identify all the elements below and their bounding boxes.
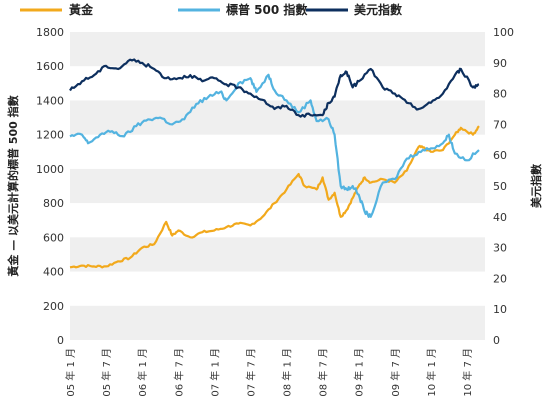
- series-line: [69, 125, 480, 269]
- grid-bands: [70, 32, 485, 340]
- y-left-tick-label: 1600: [36, 60, 64, 73]
- legend-item-gold: 黃金: [20, 2, 94, 17]
- y-right-axis: 0 10 20 30 40 50 60 70 80 90 100: [493, 26, 514, 347]
- y-right-tick-label: 60: [493, 149, 507, 162]
- y-right-tick-label: 40: [493, 211, 507, 224]
- legend-item-usd-index: 美元指數: [306, 2, 402, 17]
- y-right-tick-label: 0: [493, 334, 500, 347]
- legend-label-gold: 黃金: [68, 2, 94, 17]
- y-right-tick-label: 70: [493, 118, 507, 131]
- y-left-tick-label: 0: [57, 334, 64, 347]
- legend-label-sp500: 標普 500 指數: [226, 2, 307, 17]
- x-tick-label: 07 年 1 月: [208, 348, 221, 397]
- x-tick-label: 08 年 7 月: [317, 348, 330, 397]
- series-line: [69, 58, 480, 118]
- y-right-axis-title: 美元指數: [529, 164, 543, 208]
- y-left-tick-label: 1000: [36, 163, 64, 176]
- y-left-axis-title: 黃金 — 以美元計算的標普 500 指數: [6, 95, 20, 277]
- y-left-tick-label: 1200: [36, 129, 64, 142]
- x-tick-label: 05 年 1 月: [64, 348, 77, 397]
- x-tick-label: 05 年 7 月: [100, 348, 113, 397]
- y-right-tick-label: 50: [493, 180, 507, 193]
- x-tick-label: 09 年 1 月: [353, 348, 366, 397]
- series-lines: [69, 58, 480, 269]
- x-tick-label: 07 年 7 月: [244, 348, 257, 397]
- y-left-tick-label: 800: [43, 197, 64, 210]
- x-tick-label: 08 年 1 月: [281, 348, 294, 397]
- y-left-tick-label: 200: [43, 300, 64, 313]
- grid-band: [70, 168, 485, 204]
- series-line: [69, 73, 480, 218]
- y-left-axis: 0 200 400 600 800 1000 1200 1400 1600 1800: [36, 26, 64, 347]
- legend-item-sp500: 標普 500 指數: [178, 2, 307, 17]
- y-right-tick-label: 80: [493, 88, 507, 101]
- y-right-tick-label: 20: [493, 272, 507, 285]
- legend-label-usd-index: 美元指數: [354, 2, 402, 17]
- y-right-tick-label: 90: [493, 57, 507, 70]
- y-left-tick-label: 1400: [36, 94, 64, 107]
- grid-band: [70, 237, 485, 272]
- x-tick-label: 06 年 1 月: [136, 348, 149, 397]
- x-tick-label: 06 年 7 月: [172, 348, 185, 397]
- y-left-tick-label: 600: [43, 231, 64, 244]
- grid-band: [70, 305, 485, 340]
- y-left-tick-label: 1800: [36, 26, 64, 39]
- y-right-tick-label: 10: [493, 303, 507, 316]
- y-right-tick-label: 30: [493, 242, 507, 255]
- y-left-tick-label: 400: [43, 266, 64, 279]
- legend: 黃金 標普 500 指數 美元指數: [20, 2, 402, 17]
- x-tick-label: 10 年 1 月: [425, 348, 438, 397]
- x-tick-label: 09 年 7 月: [389, 348, 402, 397]
- x-axis: 05 年 1 月 05 年 7 月 06 年 1 月 06 年 7 月 07 年 1 月…: [64, 348, 474, 397]
- y-right-tick-label: 100: [493, 26, 514, 39]
- x-tick-label: 10 年 7 月: [461, 348, 474, 397]
